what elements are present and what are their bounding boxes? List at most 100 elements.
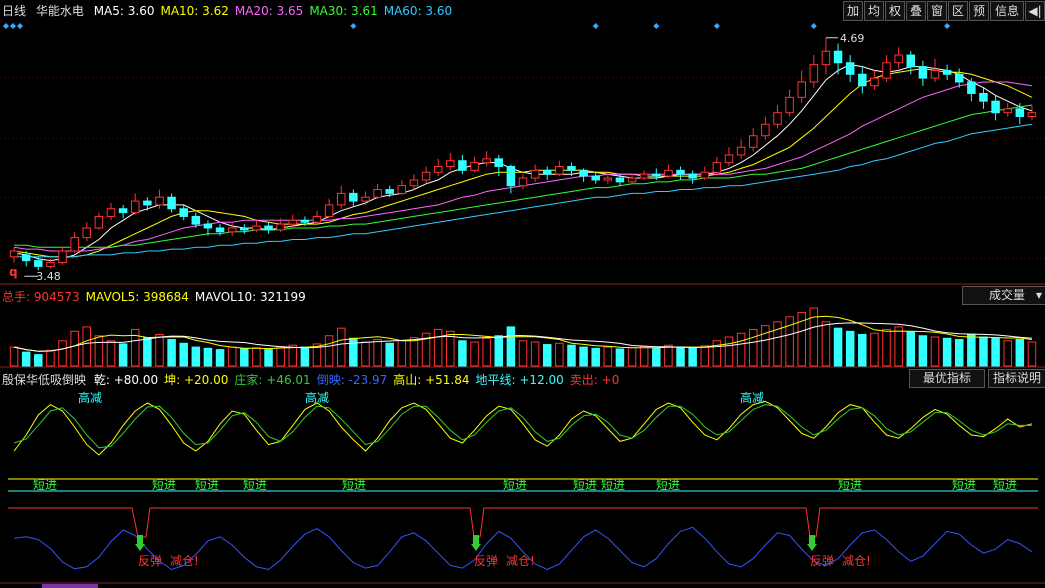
volume-bar-45 [555, 342, 564, 367]
candle-45 [555, 160, 564, 177]
toolbar-button-2[interactable]: 权 [885, 1, 905, 21]
volume-bar-44 [542, 344, 552, 367]
candle-body-75 [918, 66, 928, 79]
candle-6 [82, 222, 92, 242]
volume-bar-79 [967, 333, 976, 367]
candle-28 [349, 189, 358, 207]
indicator-legend-item-5: 地平线: +12.00 [475, 373, 564, 387]
volume-bar-7 [94, 335, 104, 367]
candle-13 [167, 193, 176, 213]
volume-chart[interactable] [0, 304, 1045, 368]
candle-body-60 [736, 146, 746, 156]
volume-bar-69 [845, 330, 855, 367]
best-indicator-button[interactable]: 最优指标 [909, 369, 985, 388]
candle-body-22 [276, 223, 285, 231]
toolbar-button-4[interactable]: 窗 [927, 1, 947, 21]
indicator-name[interactable]: 殷保华低吸倒映 [2, 373, 87, 387]
candle-body-16 [203, 223, 213, 229]
candle-24 [300, 216, 310, 227]
volume-bar-49 [603, 346, 613, 367]
candle-5 [70, 231, 79, 253]
toolbar-button-6[interactable]: 预 [969, 1, 989, 21]
ma-legend-item-4: MA60: 3.60 [383, 4, 453, 18]
ma-line-ma30 [14, 104, 1032, 248]
candle-body-68 [833, 50, 843, 64]
high-reduce-label-1: 高减 [740, 390, 764, 405]
indicator-legend-item-1: 坤: +20.00 [164, 373, 229, 387]
candle-body-76 [930, 69, 940, 79]
candle-body-46 [567, 165, 576, 171]
short-in-label-4: 短进 [342, 478, 366, 492]
candle-55 [676, 166, 685, 180]
candle-74 [906, 51, 916, 75]
volume-bar-62 [761, 325, 770, 367]
candle-body-31 [385, 189, 394, 194]
volume-bar-34 [421, 332, 431, 367]
candle-body-73 [894, 54, 903, 64]
candle-body-12 [155, 196, 164, 206]
volume-bar-43 [530, 341, 540, 367]
indicator-help-label: 指标说明 [992, 371, 1041, 385]
volume-bar-25 [312, 343, 322, 367]
candle-29 [361, 191, 370, 205]
ma-legend-item-1: MA10: 3.62 [160, 4, 229, 18]
candle-15 [191, 212, 201, 228]
volume-bar-66 [809, 307, 819, 367]
candle-body-53 [652, 173, 661, 177]
volume-bar-30 [373, 339, 382, 367]
candle-7 [94, 212, 104, 230]
toolbar-button-0[interactable]: 加 [843, 1, 863, 21]
signal-diamond-6 [713, 23, 720, 29]
candle-body-14 [179, 208, 188, 217]
candle-body-20 [252, 225, 261, 231]
candle-3 [46, 258, 55, 269]
candle-19 [240, 224, 249, 234]
indicator-legend-item-3: 倒映: -23.97 [316, 373, 388, 387]
candle-body-9 [118, 208, 128, 214]
candle-body-3 [46, 262, 55, 267]
rebound-arrow-2 [809, 535, 815, 545]
volume-bar-74 [906, 331, 916, 367]
volume-indicator-dropdown[interactable]: 成交量 ▾ [962, 286, 1045, 305]
mavol5-line [13, 315, 1032, 352]
candle-50 [615, 174, 625, 186]
short-in-label-5: 短进 [503, 478, 527, 492]
volume-bar-8 [106, 340, 116, 367]
volume-bar-22 [276, 345, 285, 367]
toolbar-button-3[interactable]: 叠 [906, 1, 926, 21]
candle-26 [324, 199, 334, 219]
candle-body-38 [470, 162, 479, 171]
toolbar-button-5[interactable]: 区 [948, 1, 968, 21]
volume-bar-58 [712, 340, 722, 367]
candle-body-45 [555, 165, 564, 175]
candle-63 [773, 105, 782, 129]
toolbar-button-7[interactable]: 信息 [990, 1, 1024, 21]
candle-body-72 [882, 62, 891, 79]
candle-body-21 [264, 225, 273, 231]
chart-toolbar: 加均权叠窗区预信息 ◀| [842, 1, 1045, 21]
candle-body-2 [34, 260, 43, 267]
price-header: 日线 华能水电 MA5: 3.60 MA10: 3.62 MA20: 3.65 MA3… [2, 2, 464, 19]
volume-bar-52 [639, 345, 649, 367]
volume-bar-54 [664, 344, 673, 367]
ma-legend-item-2: MA20: 3.65 [234, 4, 304, 18]
volume-bar-5 [70, 330, 79, 367]
volume-bar-51 [627, 347, 637, 367]
rebound-arrowhead-1 [471, 544, 481, 551]
volume-bar-1 [21, 351, 31, 367]
candle-47 [579, 168, 588, 182]
time-scroll-thumb [42, 584, 98, 588]
toolbar-button-1[interactable]: 均 [864, 1, 884, 21]
signal-diamond-8 [944, 23, 951, 29]
candle-body-63 [773, 112, 782, 125]
candle-81 [991, 95, 1000, 121]
volume-bar-38 [470, 341, 479, 367]
volume-bar-31 [385, 342, 394, 367]
period-label[interactable]: 日线 [2, 4, 27, 18]
candle-60 [736, 139, 746, 159]
volume-bar-67 [821, 321, 831, 367]
indicator-help-button[interactable]: 指标说明 [988, 369, 1045, 388]
candle-57 [700, 166, 710, 180]
price-chart[interactable]: 4.69 3.48 q [0, 18, 1045, 285]
